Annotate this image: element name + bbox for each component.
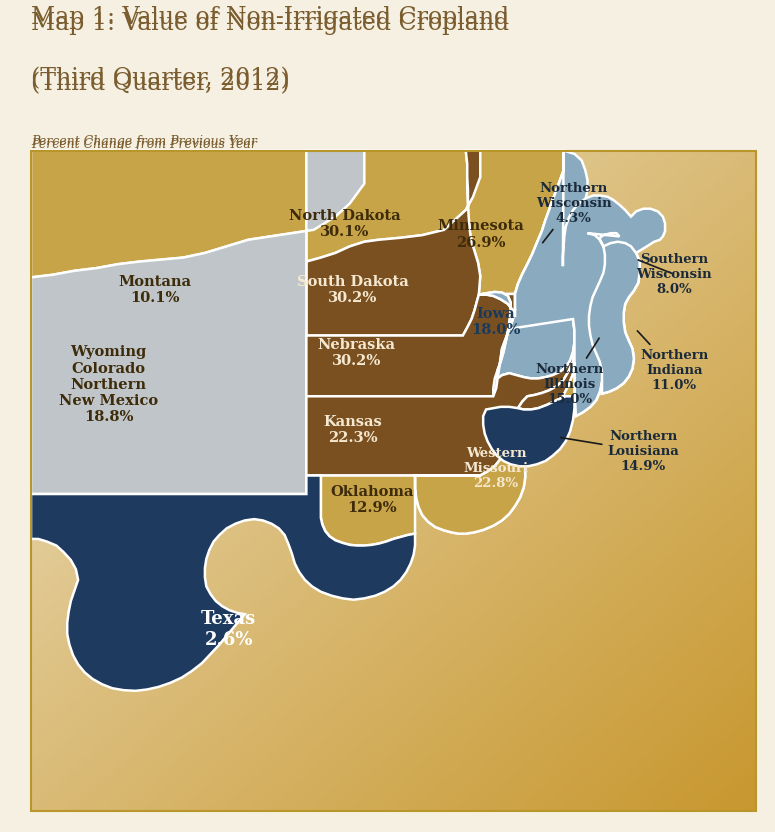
Polygon shape bbox=[587, 233, 639, 394]
Polygon shape bbox=[31, 151, 364, 277]
Polygon shape bbox=[479, 151, 587, 396]
Text: Northern
Louisiana
14.9%: Northern Louisiana 14.9% bbox=[561, 429, 679, 473]
Text: Texas
2.6%: Texas 2.6% bbox=[201, 610, 257, 649]
Text: Map 1: Value of Non-Irrigated Cropland: Map 1: Value of Non-Irrigated Cropland bbox=[31, 12, 509, 35]
Text: Oklahoma
12.9%: Oklahoma 12.9% bbox=[330, 485, 414, 515]
Polygon shape bbox=[306, 151, 480, 261]
Polygon shape bbox=[466, 151, 563, 295]
Polygon shape bbox=[306, 151, 480, 335]
Text: Northern
Indiana
11.0%: Northern Indiana 11.0% bbox=[637, 331, 708, 392]
Text: Iowa
18.0%: Iowa 18.0% bbox=[471, 307, 521, 337]
Polygon shape bbox=[415, 352, 574, 533]
Text: Nebraska
30.2%: Nebraska 30.2% bbox=[318, 338, 395, 369]
Polygon shape bbox=[306, 294, 515, 396]
Polygon shape bbox=[479, 151, 665, 416]
Text: Wyoming
Colorado
Northern
New Mexico
18.8%: Wyoming Colorado Northern New Mexico 18.… bbox=[59, 345, 158, 424]
Text: North Dakota
30.1%: North Dakota 30.1% bbox=[289, 209, 401, 239]
Polygon shape bbox=[589, 242, 639, 394]
Text: Montana
10.1%: Montana 10.1% bbox=[119, 275, 191, 305]
Text: (Third Quarter, 2012): (Third Quarter, 2012) bbox=[31, 67, 290, 91]
Polygon shape bbox=[306, 342, 574, 476]
Text: Minnesota
26.9%: Minnesota 26.9% bbox=[437, 220, 524, 250]
Polygon shape bbox=[483, 396, 574, 466]
Polygon shape bbox=[31, 476, 415, 691]
Text: Western
Missouri
22.8%: Western Missouri 22.8% bbox=[463, 447, 529, 490]
Text: Kansas
22.3%: Kansas 22.3% bbox=[323, 415, 382, 445]
Text: (Third Quarter, 2012): (Third Quarter, 2012) bbox=[31, 72, 290, 95]
Text: Northern
Wisconsin
4.3%: Northern Wisconsin 4.3% bbox=[536, 181, 611, 243]
Text: Percent Change from Previous Year: Percent Change from Previous Year bbox=[31, 138, 257, 151]
Polygon shape bbox=[306, 362, 574, 546]
Text: Northern
Illinois
15.0%: Northern Illinois 15.0% bbox=[536, 338, 604, 406]
Text: Southern
Wisconsin
8.0%: Southern Wisconsin 8.0% bbox=[636, 253, 712, 296]
Text: Map 1: Value of Non-Irrigated Cropland: Map 1: Value of Non-Irrigated Cropland bbox=[31, 6, 509, 29]
Polygon shape bbox=[31, 151, 364, 494]
Text: Percent Change from Previous Year: Percent Change from Previous Year bbox=[31, 135, 257, 148]
Polygon shape bbox=[567, 233, 605, 416]
Text: South Dakota
30.2%: South Dakota 30.2% bbox=[297, 275, 408, 305]
